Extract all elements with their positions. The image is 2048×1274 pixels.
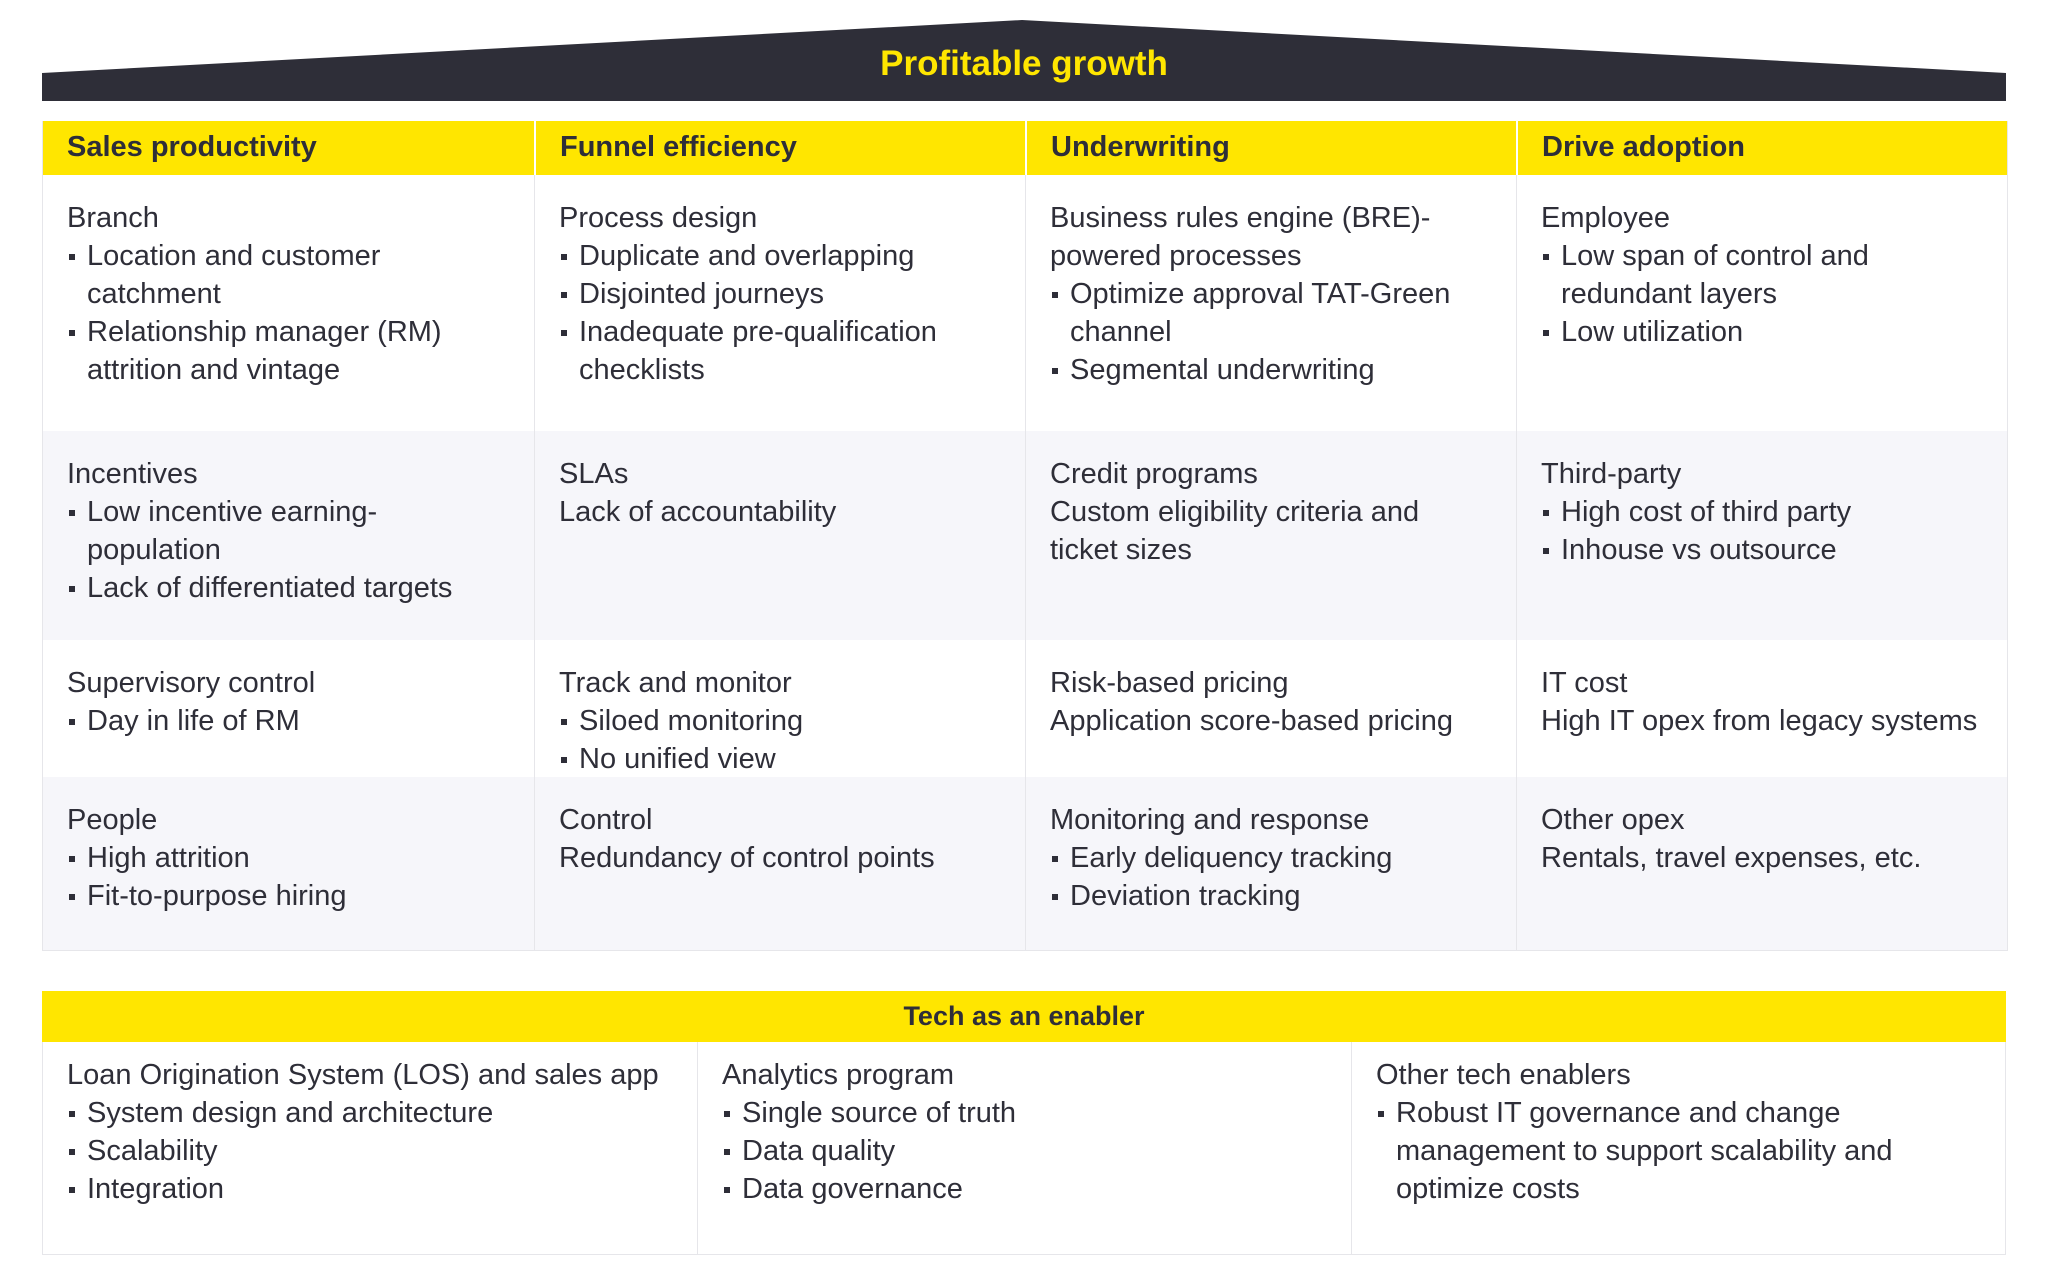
column-header-underwriting: Underwriting [1025,121,1516,175]
bullet-item: Integration [67,1170,673,1208]
cell-incentives: Incentives Low incentive earning-populat… [43,431,534,640]
bullet-list: Siloed monitoring No unified view [559,702,1001,778]
bullet-item: Location and customer catchment [67,237,510,313]
cell-title: SLAs [559,458,629,490]
cell-title: Process design [559,202,758,234]
bullet-item: Fit-to-purpose hiring [67,877,510,915]
cell-title: Branch [67,202,159,234]
bullet-item: Duplicate and overlapping [559,237,1001,275]
cell-title: Business rules engine (BRE)-powered proc… [1050,202,1431,272]
cell-slas: SLAs Lack of accountability [534,431,1025,640]
cell-other-tech-enablers: Other tech enablers Robust IT governance… [1351,1042,2005,1254]
cell-risk-based-pricing: Risk-based pricing Application score-bas… [1025,640,1516,777]
bullet-item: Disjointed journeys [559,275,1001,313]
cell-title: Incentives [67,458,198,490]
bullet-item: Data quality [722,1132,1327,1170]
cell-text: Redundancy of control points [559,842,935,874]
bullet-list: Day in life of RM [67,702,510,740]
bullet-list: Duplicate and overlapping Disjointed jou… [559,237,1001,389]
bullet-item: Segmental underwriting [1050,351,1492,389]
bullet-item: Optimize approval TAT-Green channel [1050,275,1492,351]
cell-title: Credit programs [1050,458,1258,490]
cell-control: Control Redundancy of control points [534,777,1025,950]
bullet-list: Low incentive earning-population Lack of… [67,493,510,607]
cell-third-party: Third-party High cost of third party Inh… [1516,431,2007,640]
bullet-item: Low incentive earning-population [67,493,510,569]
bullet-item: Single source of truth [722,1094,1327,1132]
bullet-item: Inadequate pre-qualification checklists [559,313,1001,389]
pillars-grid: Sales productivity Funnel efficiency Und… [42,121,2008,951]
cell-text: High IT opex from legacy systems [1541,705,1978,737]
cell-people: People High attrition Fit-to-purpose hir… [43,777,534,950]
bullet-list: High attrition Fit-to-purpose hiring [67,839,510,915]
cell-title: IT cost [1541,667,1628,699]
cell-it-cost: IT cost High IT opex from legacy systems [1516,640,2007,777]
cell-process-design: Process design Duplicate and overlapping… [534,175,1025,431]
cell-title: Third-party [1541,458,1682,490]
roof-banner: Profitable growth [42,20,2006,101]
bullet-item: No unified view [559,740,1001,778]
column-header-sales-productivity: Sales productivity [43,121,534,175]
bullet-item: Early deliquency tracking [1050,839,1492,877]
bullet-list: Single source of truth Data quality Data… [722,1094,1327,1208]
bullet-item: Robust IT governance and change manageme… [1376,1094,1981,1208]
cell-supervisory-control: Supervisory control Day in life of RM [43,640,534,777]
cell-monitoring-and-response: Monitoring and response Early deliquency… [1025,777,1516,950]
bullet-item: Lack of differentiated targets [67,569,510,607]
cell-title: Track and monitor [559,667,792,699]
cell-title: Analytics program [722,1059,955,1091]
column-header-funnel-efficiency: Funnel efficiency [534,121,1025,175]
bullet-item: High cost of third party [1541,493,1983,531]
bullet-item: Deviation tracking [1050,877,1492,915]
bullet-item: Low utilization [1541,313,1983,351]
bullet-list: Low span of control and redundant layers… [1541,237,1983,351]
bullet-list: Optimize approval TAT-Green channel Segm… [1050,275,1492,389]
cell-title: Other opex [1541,804,1685,836]
cell-text: Rentals, travel expenses, etc. [1541,842,1922,874]
bullet-item: Inhouse vs outsource [1541,531,1983,569]
cell-employee: Employee Low span of control and redunda… [1516,175,2007,431]
bullet-item: High attrition [67,839,510,877]
bullet-item: Day in life of RM [67,702,510,740]
cell-title: Other tech enablers [1376,1059,1631,1091]
column-header-drive-adoption: Drive adoption [1516,121,2007,175]
cell-title: Employee [1541,202,1670,234]
bullet-item: Siloed monitoring [559,702,1001,740]
bullet-item: Data governance [722,1170,1327,1208]
roof-shape [42,20,2006,101]
bullet-item: Scalability [67,1132,673,1170]
cell-title: Control [559,804,653,836]
cell-text: Custom eligibility criteria and ticket s… [1050,496,1420,566]
cell-text: Lack of accountability [559,496,837,528]
tech-enabler-header: Tech as an enabler [42,991,2006,1042]
cell-other-opex: Other opex Rentals, travel expenses, etc… [1516,777,2007,950]
cell-los-sales-app: Loan Origination System (LOS) and sales … [43,1042,697,1254]
bullet-list: Early deliquency tracking Deviation trac… [1050,839,1492,915]
bullet-item: Relationship manager (RM) attrition and … [67,313,510,389]
bullet-list: Robust IT governance and change manageme… [1376,1094,1981,1208]
cell-title: Loan Origination System (LOS) and sales … [67,1059,659,1091]
bullet-item: Low span of control and redundant layers [1541,237,1983,313]
cell-title: Risk-based pricing [1050,667,1289,699]
cell-title: Supervisory control [67,667,316,699]
cell-bre-processes: Business rules engine (BRE)-powered proc… [1025,175,1516,431]
cell-title: People [67,804,158,836]
bullet-list: Location and customer catchment Relation… [67,237,510,389]
cell-text: Application score-based pricing [1050,705,1453,737]
bullet-item: System design and architecture [67,1094,673,1132]
bullet-list: System design and architecture Scalabili… [67,1094,673,1208]
bullet-list: High cost of third party Inhouse vs outs… [1541,493,1983,569]
cell-analytics-program: Analytics program Single source of truth… [697,1042,1351,1254]
cell-track-and-monitor: Track and monitor Siloed monitoring No u… [534,640,1025,777]
cell-title: Monitoring and response [1050,804,1370,836]
tech-enabler-grid: Loan Origination System (LOS) and sales … [42,1042,2006,1255]
page-title: Profitable growth [880,44,1168,83]
cell-branch: Branch Location and customer catchment R… [43,175,534,431]
cell-credit-programs: Credit programs Custom eligibility crite… [1025,431,1516,640]
